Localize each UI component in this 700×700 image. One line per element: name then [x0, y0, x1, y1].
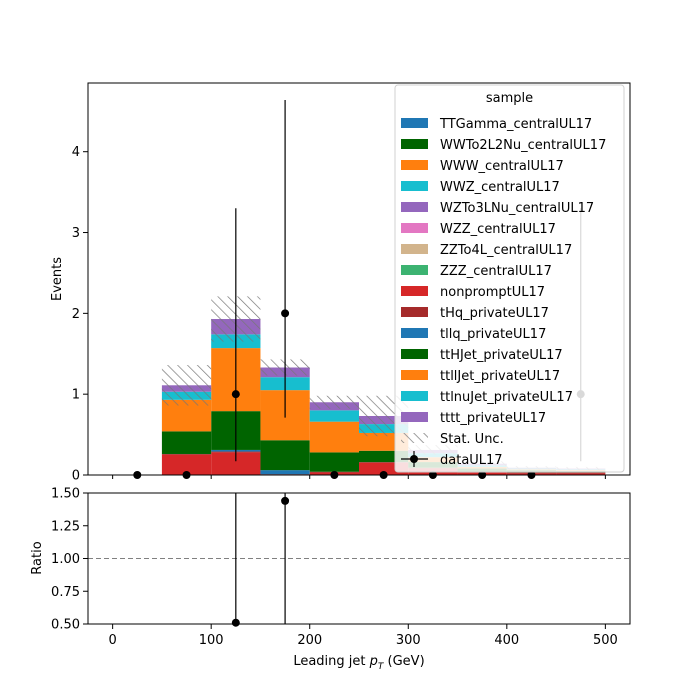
legend-swatch [401, 244, 428, 254]
legend-entry: TTGamma_centralUL17 [439, 117, 592, 132]
bar-ttllJet_privateUL17-bin-4 [309, 421, 359, 453]
ratio-y-axis-label: Ratio [30, 541, 45, 574]
x-axis-label: Leading jet pT (GeV) [293, 654, 424, 672]
bar-tllq_privateUL17-bin-3 [260, 470, 310, 475]
stat-unc-band-bin-4 [309, 395, 359, 409]
y-tick-label: 1 [72, 388, 80, 403]
legend-entry: WWW_centralUL17 [440, 159, 564, 174]
bar-nonpromptUL17-bin-1 [161, 454, 212, 475]
legend-swatch [401, 412, 428, 422]
ratio-y-ticks: 0.50 0.75 1.00 1.25 1.50 [51, 487, 88, 633]
x-tick-label: 300 [396, 633, 421, 648]
legend-entry: tttt_privateUL17 [440, 411, 546, 426]
ratio-point [281, 496, 290, 505]
legend-entry: WZTo3LNu_centralUL17 [440, 201, 594, 216]
legend-swatch [401, 391, 428, 401]
y-tick-label: 3 [72, 226, 80, 241]
bar-ttHJet_privateUL17-bin-5 [359, 450, 409, 463]
data-point [231, 390, 240, 399]
main-panel: sample TTGamma_centralUL17 WWTo2L2Nu_centr… [50, 82, 631, 484]
legend-entry: ZZTo4L_centralUL17 [440, 243, 572, 258]
stat-unc-band-bin-1 [161, 365, 212, 406]
y-tick-label: 0 [72, 469, 80, 484]
legend-swatch [401, 139, 428, 149]
data-point [281, 309, 290, 318]
bar-tHq_privateUL17-bin-5 [359, 462, 409, 463]
ratio-points [231, 493, 290, 627]
legend-swatch [401, 349, 428, 359]
bar-ttHJet_privateUL17-bin-4 [309, 452, 359, 472]
legend-title: sample [486, 91, 533, 106]
ratio-y-tick-label: 1.00 [51, 552, 80, 567]
legend-entry: WWZ_centralUL17 [440, 180, 560, 195]
x-tick-label: 0 [108, 633, 116, 648]
ratio-point [231, 618, 240, 627]
bar-tHq_privateUL17-bin-9 [556, 472, 606, 474]
legend-swatch [401, 370, 428, 380]
legend-entry: dataUL17 [440, 453, 503, 468]
legend-entry: WZZ_centralUL17 [440, 222, 556, 237]
legend-box [394, 84, 625, 473]
legend-entry: tllq_privateUL17 [440, 327, 546, 342]
main-plot-frame [87, 82, 631, 476]
legend-swatch-stat-unc [401, 433, 428, 443]
legend-swatch [401, 286, 428, 296]
ratio-y-tick-label: 1.50 [51, 487, 80, 502]
bar-ttHJet_privateUL17-bin-3 [260, 440, 310, 471]
main-x-ticks [112, 475, 606, 479]
bar-ttlnuJet_privateUL17-bin-4 [309, 410, 359, 422]
ratio-y-tick-label: 1.25 [51, 519, 80, 534]
legend-entry: ttlnuJet_privateUL17 [440, 390, 573, 405]
legend-swatch [401, 223, 428, 233]
legend-swatch [401, 118, 428, 128]
y-tick-label: 2 [72, 307, 80, 322]
ratio-y-tick-label: 0.50 [51, 618, 80, 633]
x-tick-label: 500 [593, 633, 618, 648]
y-tick-label: 4 [72, 145, 80, 160]
ratio-x-ticks: 0 100 200 300 400 500 [108, 624, 618, 648]
bar-ttHJet_privateUL17-bin-1 [161, 431, 212, 454]
bar-nonpromptUL17-bin-9 [556, 473, 606, 475]
legend-entry: ZZZ_centralUL17 [440, 264, 552, 279]
main-y-ticks: 0 1 2 3 4 [72, 145, 88, 484]
legend-swatch [401, 202, 428, 212]
legend-entry: tHq_privateUL17 [440, 306, 549, 321]
x-tick-label: 400 [494, 633, 519, 648]
legend-entry: Stat. Unc. [440, 432, 504, 447]
legend-entry: nonpromptUL17 [440, 285, 545, 300]
legend-swatch [401, 181, 428, 191]
legend-entry: ttllJet_privateUL17 [440, 369, 560, 384]
legend-data-marker [410, 455, 418, 463]
legend-entry: ttHJet_privateUL17 [440, 348, 563, 363]
x-tick-label: 100 [199, 633, 224, 648]
legend-entry: WWTo2L2Nu_centralUL17 [440, 138, 606, 153]
x-tick-label: 200 [297, 633, 322, 648]
bar-nonpromptUL17-bin-2 [211, 452, 261, 475]
legend-swatch [401, 160, 428, 170]
ratio-panel: 0.50 0.75 1.00 1.25 1.50 0 100 200 300 400 500 Ra… [30, 487, 631, 672]
main-y-axis-label: Events [50, 257, 65, 301]
legend-swatch [401, 328, 428, 338]
legend-swatch [401, 265, 428, 275]
legend-swatch [401, 307, 428, 317]
bar-tHq_privateUL17-bin-1 [161, 453, 212, 455]
ratio-y-tick-label: 0.75 [51, 585, 80, 600]
legend: sample TTGamma_centralUL17 WWTo2L2Nu_centr… [394, 84, 625, 473]
